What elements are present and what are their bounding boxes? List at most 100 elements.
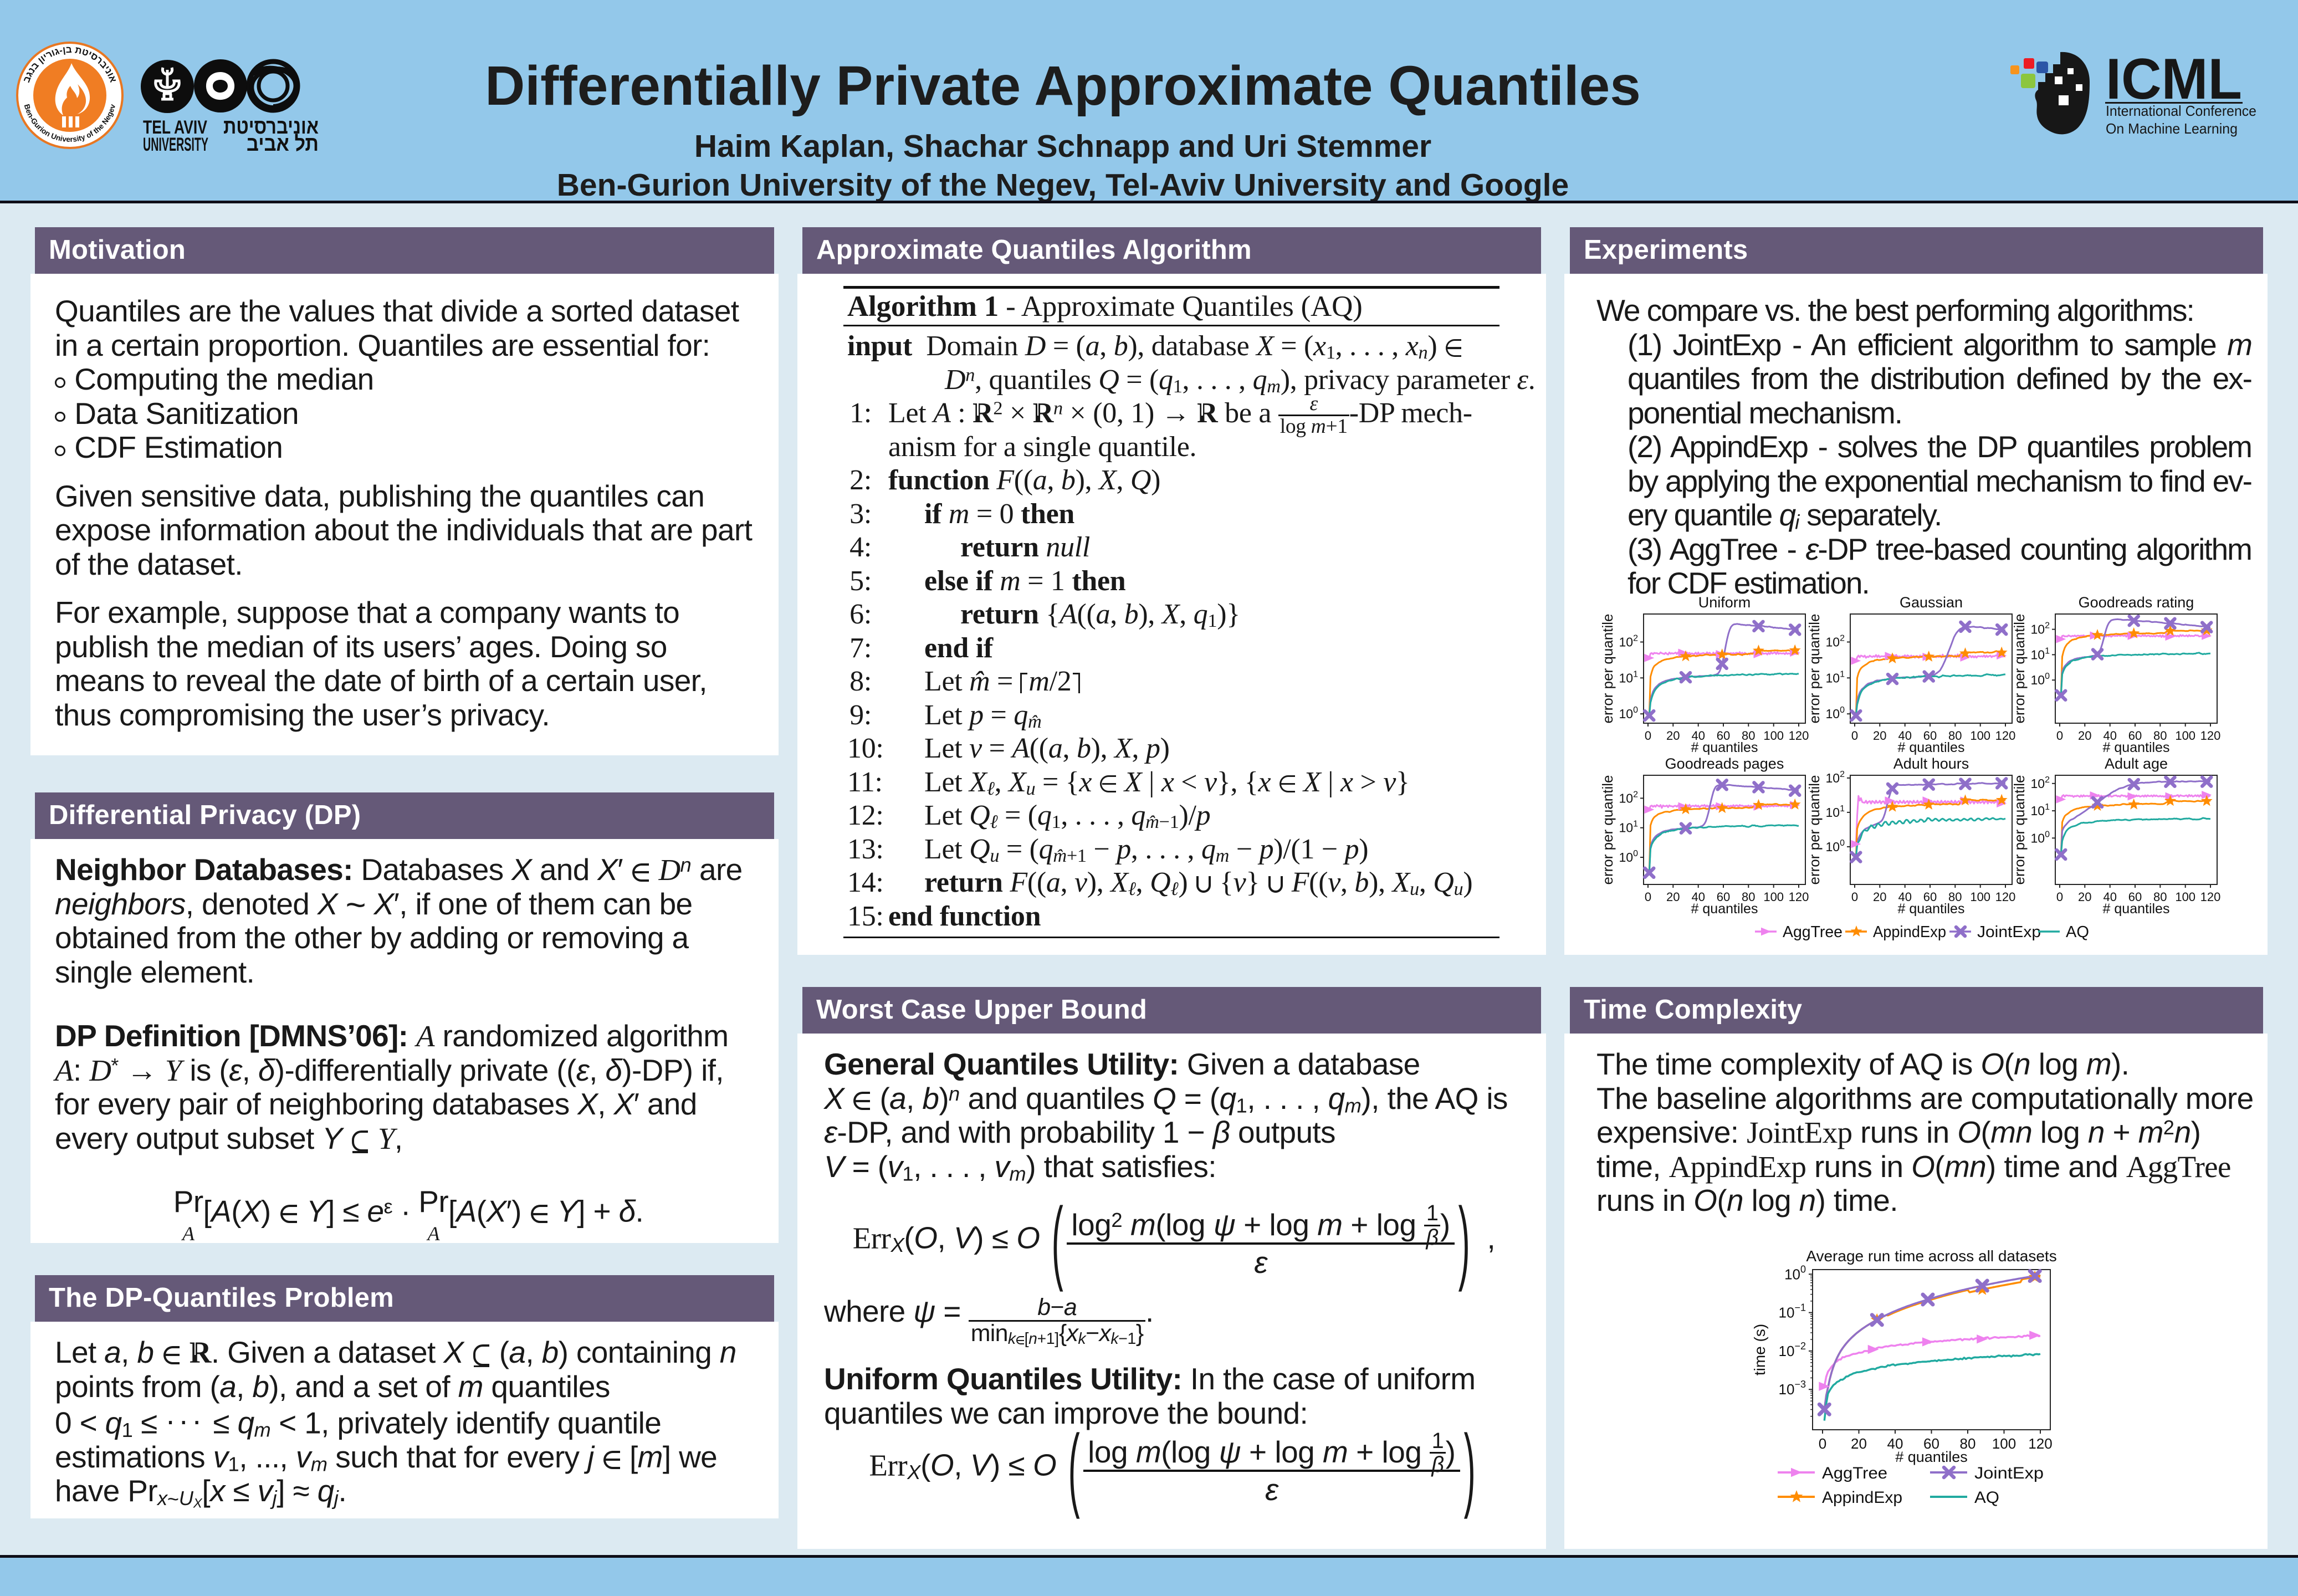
svg-text:60: 60 <box>1923 890 1937 904</box>
svg-text:20: 20 <box>1873 729 1886 743</box>
svg-text:80: 80 <box>1960 1435 1976 1452</box>
svg-text:Goodreads pages: Goodreads pages <box>1665 755 1784 772</box>
svg-text:80: 80 <box>1742 729 1755 743</box>
svg-text:100: 100 <box>2175 729 2195 743</box>
svg-text:40: 40 <box>1691 890 1705 904</box>
svg-text:0: 0 <box>1851 890 1858 904</box>
svg-text:TEL AVIV: TEL AVIV <box>143 117 207 138</box>
svg-text:102: 102 <box>1619 790 1639 805</box>
svg-text:80: 80 <box>1742 890 1755 904</box>
svg-text:JointExp: JointExp <box>1977 923 2041 941</box>
svg-text:Average run time across all da: Average run time across all datasets <box>1806 1247 2056 1265</box>
svg-text:100: 100 <box>2031 830 2050 845</box>
svg-text:AggTree: AggTree <box>1783 923 1843 941</box>
svg-text:UNIVERSITY: UNIVERSITY <box>143 134 208 155</box>
svg-text:AppindExp: AppindExp <box>1873 923 1946 941</box>
svg-text:80: 80 <box>1948 729 1962 743</box>
svg-text:100: 100 <box>1826 705 1845 721</box>
svg-text:ICML: ICML <box>2106 47 2242 111</box>
svg-text:40: 40 <box>2103 729 2116 743</box>
svg-text:100: 100 <box>1619 705 1639 721</box>
svg-text:101: 101 <box>1826 804 1845 820</box>
svg-text:error per quantile: error per quantile <box>1599 775 1616 885</box>
svg-text:תל אביב: תל אביב <box>247 132 319 156</box>
svg-text:0: 0 <box>1645 890 1651 904</box>
svg-text:0: 0 <box>1819 1435 1826 1452</box>
svg-text:time (s): time (s) <box>1751 1324 1768 1375</box>
svg-text:AggTree: AggTree <box>1822 1464 1887 1482</box>
svg-text:# quantiles: # quantiles <box>1691 901 1758 917</box>
svg-text:120: 120 <box>1789 890 1809 904</box>
svg-text:101: 101 <box>1826 669 1845 685</box>
svg-text:Gaussian: Gaussian <box>1900 594 1963 611</box>
svg-text:# quantiles: # quantiles <box>1691 740 1758 755</box>
svg-text:AQ: AQ <box>2066 923 2089 941</box>
svg-text:Goodreads rating: Goodreads rating <box>2079 594 2194 611</box>
svg-text:Uniform: Uniform <box>1698 594 1751 611</box>
svg-text:AQ: AQ <box>1974 1488 1999 1507</box>
svg-text:102: 102 <box>2031 775 2050 791</box>
svg-text:10−2: 10−2 <box>1779 1341 1806 1359</box>
svg-text:10−3: 10−3 <box>1779 1379 1806 1398</box>
svg-text:100: 100 <box>1970 890 1990 904</box>
svg-text:# quantiles: # quantiles <box>2103 901 2170 917</box>
svg-text:20: 20 <box>1666 890 1680 904</box>
svg-text:0: 0 <box>1645 729 1651 743</box>
svg-text:102: 102 <box>1826 770 1845 785</box>
svg-text:Adult age: Adult age <box>2105 755 2168 772</box>
svg-text:120: 120 <box>1789 729 1809 743</box>
svg-text:20: 20 <box>1666 729 1680 743</box>
svg-text:20: 20 <box>2078 890 2091 904</box>
svg-text:100: 100 <box>1763 729 1784 743</box>
svg-text:100: 100 <box>1992 1435 2016 1452</box>
svg-text:40: 40 <box>1898 890 1911 904</box>
svg-text:20: 20 <box>2078 729 2091 743</box>
svg-text:101: 101 <box>1619 669 1639 685</box>
svg-text:101: 101 <box>2031 802 2050 818</box>
svg-text:60: 60 <box>1923 1435 1939 1452</box>
svg-text:60: 60 <box>1717 890 1730 904</box>
svg-text:error per quantile: error per quantile <box>1599 614 1616 724</box>
svg-text:102: 102 <box>2031 621 2050 637</box>
svg-text:error per quantile: error per quantile <box>2011 775 2028 885</box>
svg-text:error per quantile: error per quantile <box>2011 614 2028 724</box>
svg-text:120: 120 <box>2200 890 2221 904</box>
svg-text:120: 120 <box>2028 1435 2052 1452</box>
svg-text:100: 100 <box>2031 672 2050 687</box>
svg-text:102: 102 <box>1826 634 1845 649</box>
svg-text:# quantiles: # quantiles <box>1898 740 1965 755</box>
svg-text:60: 60 <box>2128 729 2142 743</box>
svg-text:120: 120 <box>1995 890 2016 904</box>
svg-text:אוניברסיטת: אוניברסיטת <box>223 115 319 139</box>
svg-text:0: 0 <box>1851 729 1858 743</box>
svg-text:40: 40 <box>1898 729 1911 743</box>
svg-text:40: 40 <box>1691 729 1705 743</box>
svg-text:error per quantile: error per quantile <box>1806 775 1823 885</box>
svg-text:20: 20 <box>1851 1435 1867 1452</box>
svg-text:100: 100 <box>1619 849 1639 864</box>
svg-text:0: 0 <box>2056 890 2063 904</box>
svg-text:0: 0 <box>2056 729 2063 743</box>
svg-text:JointExp: JointExp <box>1974 1464 2044 1482</box>
svg-text:On Machine Learning: On Machine Learning <box>2106 120 2238 137</box>
svg-text:100: 100 <box>1970 729 1990 743</box>
svg-text:60: 60 <box>1923 729 1937 743</box>
svg-text:100: 100 <box>1784 1264 1806 1282</box>
svg-text:80: 80 <box>1948 890 1962 904</box>
svg-text:80: 80 <box>2153 729 2167 743</box>
svg-text:# quantiles: # quantiles <box>2103 740 2170 755</box>
svg-text:120: 120 <box>2200 729 2221 743</box>
svg-text:101: 101 <box>2031 646 2050 662</box>
svg-text:AppindExp: AppindExp <box>1822 1488 1902 1507</box>
svg-text:40: 40 <box>2103 890 2116 904</box>
svg-text:# quantiles: # quantiles <box>1898 901 1965 917</box>
svg-text:60: 60 <box>2128 890 2142 904</box>
svg-text:error per quantile: error per quantile <box>1806 614 1823 724</box>
svg-text:100: 100 <box>1826 838 1845 854</box>
svg-text:101: 101 <box>1619 820 1639 835</box>
svg-text:40: 40 <box>1887 1435 1903 1452</box>
svg-text:10−1: 10−1 <box>1779 1302 1806 1321</box>
svg-text:120: 120 <box>1995 729 2016 743</box>
svg-text:Adult hours: Adult hours <box>1893 755 1969 772</box>
svg-text:# quantiles: # quantiles <box>1895 1449 1968 1465</box>
